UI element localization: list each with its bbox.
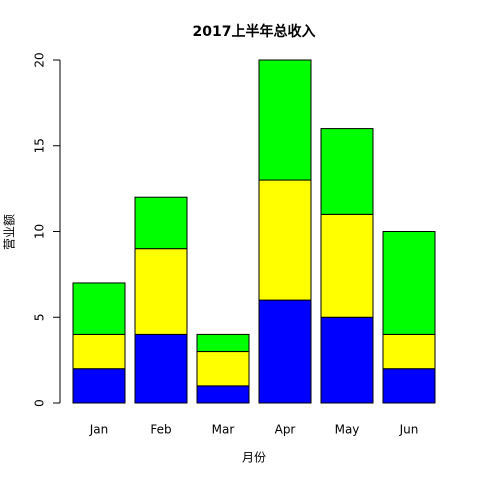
bar-segment <box>320 316 374 404</box>
bar-segment <box>382 333 436 370</box>
bar-segment <box>196 333 250 353</box>
y-axis-label: 营业额 <box>3 214 17 250</box>
chart-title: 2017上半年总收入 <box>193 23 316 40</box>
x-tick-label: Jan <box>89 423 109 437</box>
x-tick-label: May <box>335 423 360 437</box>
bar-segment <box>196 385 250 404</box>
x-tick-label: Apr <box>275 423 296 437</box>
bar-segment <box>382 368 436 404</box>
bar-segment <box>382 231 436 335</box>
bar-segment <box>134 248 188 335</box>
x-axis-label: 月份 <box>242 451 266 465</box>
bar-segment <box>134 333 188 404</box>
bar-segment <box>72 368 126 404</box>
y-tick-label: 15 <box>33 138 47 153</box>
x-tick-label: Mar <box>212 423 235 437</box>
bar-segment <box>72 333 126 370</box>
y-tick-label: 20 <box>33 52 47 67</box>
bar-segment <box>72 282 126 335</box>
bar-segment <box>258 59 312 181</box>
y-tick-label: 10 <box>33 224 47 239</box>
bar-segment <box>196 351 250 387</box>
x-tick-label: Jun <box>399 423 419 437</box>
bar-segment <box>320 128 374 215</box>
bar-segment <box>258 179 312 301</box>
y-tick-label: 5 <box>33 313 47 321</box>
bar-segment <box>320 213 374 318</box>
bar-segment <box>258 299 312 404</box>
bar-segment <box>134 196 188 250</box>
y-tick-label: 0 <box>33 399 47 407</box>
x-tick-label: Feb <box>150 423 171 437</box>
